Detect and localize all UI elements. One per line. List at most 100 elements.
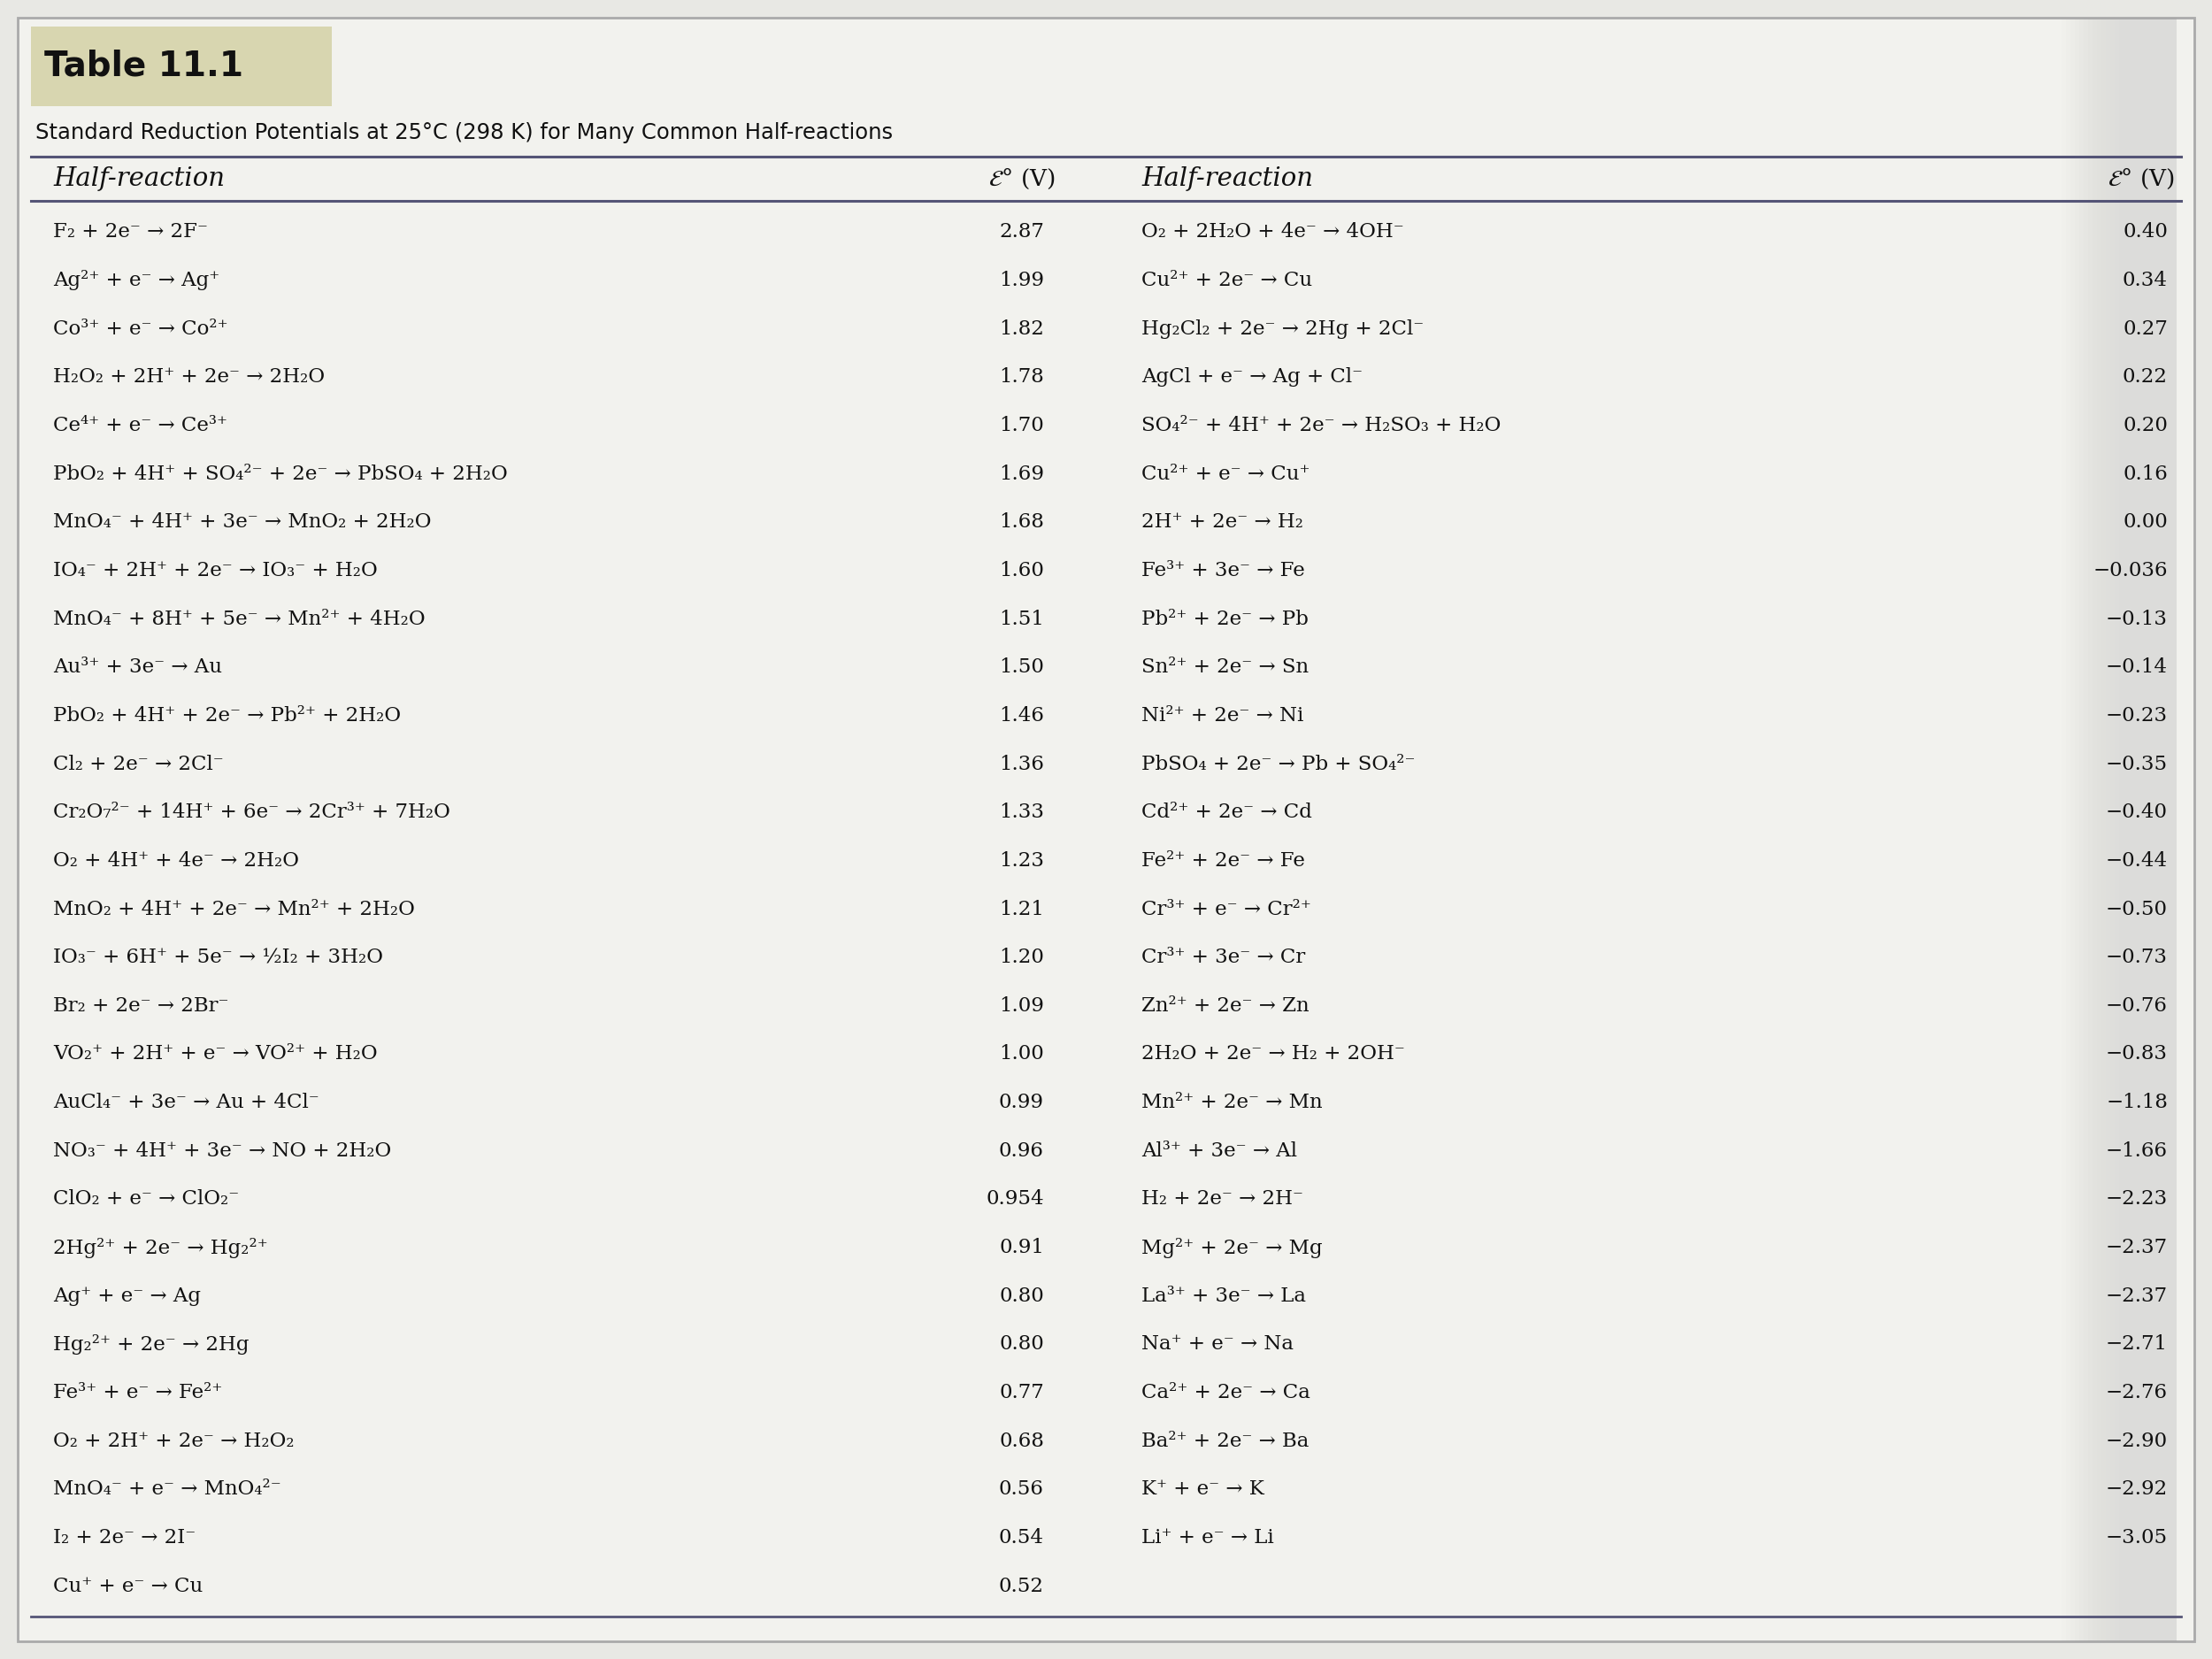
Text: Hg₂Cl₂ + 2e⁻ → 2Hg + 2Cl⁻: Hg₂Cl₂ + 2e⁻ → 2Hg + 2Cl⁻ <box>1141 319 1425 338</box>
Text: Br₂ + 2e⁻ → 2Br⁻: Br₂ + 2e⁻ → 2Br⁻ <box>53 995 228 1015</box>
Text: 0.40: 0.40 <box>2124 222 2168 242</box>
Text: O₂ + 2H₂O + 4e⁻ → 4OH⁻: O₂ + 2H₂O + 4e⁻ → 4OH⁻ <box>1141 222 1405 242</box>
Text: −0.13: −0.13 <box>2106 609 2168 629</box>
Text: 0.56: 0.56 <box>1000 1480 1044 1500</box>
Text: Cr³⁺ + 3e⁻ → Cr: Cr³⁺ + 3e⁻ → Cr <box>1141 947 1305 967</box>
Text: PbSO₄ + 2e⁻ → Pb + SO₄²⁻: PbSO₄ + 2e⁻ → Pb + SO₄²⁻ <box>1141 755 1416 773</box>
Text: Li⁺ + e⁻ → Li: Li⁺ + e⁻ → Li <box>1141 1528 1274 1548</box>
Text: −0.14: −0.14 <box>2106 657 2168 677</box>
Text: 0.22: 0.22 <box>2124 367 2168 387</box>
Text: −0.35: −0.35 <box>2106 755 2168 773</box>
Text: −0.44: −0.44 <box>2106 851 2168 871</box>
Text: 1.78: 1.78 <box>1000 367 1044 387</box>
Text: Fe²⁺ + 2e⁻ → Fe: Fe²⁺ + 2e⁻ → Fe <box>1141 851 1305 871</box>
Text: 1.09: 1.09 <box>1000 995 1044 1015</box>
Text: Ag⁺ + e⁻ → Ag: Ag⁺ + e⁻ → Ag <box>53 1286 201 1306</box>
Text: 1.20: 1.20 <box>1000 947 1044 967</box>
Text: −2.37: −2.37 <box>2106 1286 2168 1306</box>
FancyBboxPatch shape <box>31 27 332 106</box>
Text: IO₄⁻ + 2H⁺ + 2e⁻ → IO₃⁻ + H₂O: IO₄⁻ + 2H⁺ + 2e⁻ → IO₃⁻ + H₂O <box>53 561 378 581</box>
Text: 0.954: 0.954 <box>987 1190 1044 1209</box>
Text: SO₄²⁻ + 4H⁺ + 2e⁻ → H₂SO₃ + H₂O: SO₄²⁻ + 4H⁺ + 2e⁻ → H₂SO₃ + H₂O <box>1141 416 1502 435</box>
Text: 1.82: 1.82 <box>1000 319 1044 338</box>
Text: Fe³⁺ + 3e⁻ → Fe: Fe³⁺ + 3e⁻ → Fe <box>1141 561 1305 581</box>
Text: Ba²⁺ + 2e⁻ → Ba: Ba²⁺ + 2e⁻ → Ba <box>1141 1432 1310 1452</box>
Text: Cu⁺ + e⁻ → Cu: Cu⁺ + e⁻ → Cu <box>53 1576 204 1596</box>
Text: MnO₄⁻ + e⁻ → MnO₄²⁻: MnO₄⁻ + e⁻ → MnO₄²⁻ <box>53 1480 281 1500</box>
Text: −2.92: −2.92 <box>2106 1480 2168 1500</box>
Text: 2Hg²⁺ + 2e⁻ → Hg₂²⁺: 2Hg²⁺ + 2e⁻ → Hg₂²⁺ <box>53 1238 268 1258</box>
Text: MnO₂ + 4H⁺ + 2e⁻ → Mn²⁺ + 2H₂O: MnO₂ + 4H⁺ + 2e⁻ → Mn²⁺ + 2H₂O <box>53 899 416 919</box>
Text: O₂ + 4H⁺ + 4e⁻ → 2H₂O: O₂ + 4H⁺ + 4e⁻ → 2H₂O <box>53 851 299 871</box>
Text: IO₃⁻ + 6H⁺ + 5e⁻ → ½I₂ + 3H₂O: IO₃⁻ + 6H⁺ + 5e⁻ → ½I₂ + 3H₂O <box>53 947 383 967</box>
Text: −0.50: −0.50 <box>2106 899 2168 919</box>
Text: Ce⁴⁺ + e⁻ → Ce³⁺: Ce⁴⁺ + e⁻ → Ce³⁺ <box>53 416 228 435</box>
Text: Ca²⁺ + 2e⁻ → Ca: Ca²⁺ + 2e⁻ → Ca <box>1141 1384 1310 1402</box>
Text: MnO₄⁻ + 8H⁺ + 5e⁻ → Mn²⁺ + 4H₂O: MnO₄⁻ + 8H⁺ + 5e⁻ → Mn²⁺ + 4H₂O <box>53 609 425 629</box>
Text: −1.66: −1.66 <box>2106 1141 2168 1161</box>
Text: 1.23: 1.23 <box>1000 851 1044 871</box>
Text: Pb²⁺ + 2e⁻ → Pb: Pb²⁺ + 2e⁻ → Pb <box>1141 609 1310 629</box>
Text: 1.99: 1.99 <box>1000 270 1044 290</box>
Text: Cl₂ + 2e⁻ → 2Cl⁻: Cl₂ + 2e⁻ → 2Cl⁻ <box>53 755 223 773</box>
Text: AgCl + e⁻ → Ag + Cl⁻: AgCl + e⁻ → Ag + Cl⁻ <box>1141 367 1363 387</box>
Text: 2H₂O + 2e⁻ → H₂ + 2OH⁻: 2H₂O + 2e⁻ → H₂ + 2OH⁻ <box>1141 1045 1405 1063</box>
Text: MnO₄⁻ + 4H⁺ + 3e⁻ → MnO₂ + 2H₂O: MnO₄⁻ + 4H⁺ + 3e⁻ → MnO₂ + 2H₂O <box>53 513 431 533</box>
Text: 0.96: 0.96 <box>1000 1141 1044 1161</box>
Text: Half-reaction: Half-reaction <box>1141 166 1314 191</box>
Text: PbO₂ + 4H⁺ + 2e⁻ → Pb²⁺ + 2H₂O: PbO₂ + 4H⁺ + 2e⁻ → Pb²⁺ + 2H₂O <box>53 707 400 725</box>
Text: Cu²⁺ + e⁻ → Cu⁺: Cu²⁺ + e⁻ → Cu⁺ <box>1141 465 1310 484</box>
Text: La³⁺ + 3e⁻ → La: La³⁺ + 3e⁻ → La <box>1141 1286 1305 1306</box>
Text: H₂ + 2e⁻ → 2H⁻: H₂ + 2e⁻ → 2H⁻ <box>1141 1190 1303 1209</box>
Text: −2.71: −2.71 <box>2106 1334 2168 1354</box>
Text: O₂ + 2H⁺ + 2e⁻ → H₂O₂: O₂ + 2H⁺ + 2e⁻ → H₂O₂ <box>53 1432 294 1452</box>
Text: 0.91: 0.91 <box>1000 1238 1044 1258</box>
Text: 0.80: 0.80 <box>1000 1334 1044 1354</box>
Text: Table 11.1: Table 11.1 <box>44 50 243 83</box>
Text: Cu²⁺ + 2e⁻ → Cu: Cu²⁺ + 2e⁻ → Cu <box>1141 270 1312 290</box>
Text: NO₃⁻ + 4H⁺ + 3e⁻ → NO + 2H₂O: NO₃⁻ + 4H⁺ + 3e⁻ → NO + 2H₂O <box>53 1141 392 1161</box>
Text: −2.23: −2.23 <box>2106 1190 2168 1209</box>
Text: 0.34: 0.34 <box>2124 270 2168 290</box>
Text: H₂O₂ + 2H⁺ + 2e⁻ → 2H₂O: H₂O₂ + 2H⁺ + 2e⁻ → 2H₂O <box>53 367 325 387</box>
Text: 1.00: 1.00 <box>1000 1045 1044 1063</box>
Text: 0.52: 0.52 <box>1000 1576 1044 1596</box>
Text: Half-reaction: Half-reaction <box>53 166 226 191</box>
Text: Fe³⁺ + e⁻ → Fe²⁺: Fe³⁺ + e⁻ → Fe²⁺ <box>53 1384 223 1402</box>
Text: I₂ + 2e⁻ → 2I⁻: I₂ + 2e⁻ → 2I⁻ <box>53 1528 197 1548</box>
Text: −0.23: −0.23 <box>2106 707 2168 725</box>
Text: $\mathit{\mathcal{E}}$° (V): $\mathit{\mathcal{E}}$° (V) <box>989 166 1055 191</box>
Text: Ag²⁺ + e⁻ → Ag⁺: Ag²⁺ + e⁻ → Ag⁺ <box>53 270 219 290</box>
Text: $\mathit{\mathcal{E}}$° (V): $\mathit{\mathcal{E}}$° (V) <box>2108 166 2174 191</box>
Text: 0.68: 0.68 <box>1000 1432 1044 1452</box>
Text: 1.33: 1.33 <box>1000 803 1044 823</box>
Text: 1.21: 1.21 <box>1000 899 1044 919</box>
Text: 0.20: 0.20 <box>2124 416 2168 435</box>
Text: PbO₂ + 4H⁺ + SO₄²⁻ + 2e⁻ → PbSO₄ + 2H₂O: PbO₂ + 4H⁺ + SO₄²⁻ + 2e⁻ → PbSO₄ + 2H₂O <box>53 465 509 484</box>
Text: ClO₂ + e⁻ → ClO₂⁻: ClO₂ + e⁻ → ClO₂⁻ <box>53 1190 239 1209</box>
Text: 0.27: 0.27 <box>2124 319 2168 338</box>
Text: Mg²⁺ + 2e⁻ → Mg: Mg²⁺ + 2e⁻ → Mg <box>1141 1238 1323 1258</box>
Text: 2.87: 2.87 <box>1000 222 1044 242</box>
Text: Al³⁺ + 3e⁻ → Al: Al³⁺ + 3e⁻ → Al <box>1141 1141 1296 1161</box>
Text: Zn²⁺ + 2e⁻ → Zn: Zn²⁺ + 2e⁻ → Zn <box>1141 995 1310 1015</box>
Text: VO₂⁺ + 2H⁺ + e⁻ → VO²⁺ + H₂O: VO₂⁺ + 2H⁺ + e⁻ → VO²⁺ + H₂O <box>53 1045 378 1063</box>
Text: 1.36: 1.36 <box>1000 755 1044 773</box>
Text: AuCl₄⁻ + 3e⁻ → Au + 4Cl⁻: AuCl₄⁻ + 3e⁻ → Au + 4Cl⁻ <box>53 1093 319 1112</box>
Text: −3.05: −3.05 <box>2106 1528 2168 1548</box>
Text: −0.40: −0.40 <box>2106 803 2168 823</box>
Text: Standard Reduction Potentials at 25°C (298 K) for Many Common Half-reactions: Standard Reduction Potentials at 25°C (2… <box>35 123 894 143</box>
Text: 1.51: 1.51 <box>1000 609 1044 629</box>
Text: 0.80: 0.80 <box>1000 1286 1044 1306</box>
Text: 1.69: 1.69 <box>1000 465 1044 484</box>
Text: −0.76: −0.76 <box>2106 995 2168 1015</box>
Text: −2.76: −2.76 <box>2106 1384 2168 1402</box>
Text: Co³⁺ + e⁻ → Co²⁺: Co³⁺ + e⁻ → Co²⁺ <box>53 319 228 338</box>
FancyBboxPatch shape <box>18 18 2194 1641</box>
Text: 1.46: 1.46 <box>1000 707 1044 725</box>
Text: Ni²⁺ + 2e⁻ → Ni: Ni²⁺ + 2e⁻ → Ni <box>1141 707 1303 725</box>
Text: −0.73: −0.73 <box>2106 947 2168 967</box>
Text: Mn²⁺ + 2e⁻ → Mn: Mn²⁺ + 2e⁻ → Mn <box>1141 1093 1323 1112</box>
Text: −0.036: −0.036 <box>2093 561 2168 581</box>
Text: Cr₂O₇²⁻ + 14H⁺ + 6e⁻ → 2Cr³⁺ + 7H₂O: Cr₂O₇²⁻ + 14H⁺ + 6e⁻ → 2Cr³⁺ + 7H₂O <box>53 803 451 823</box>
